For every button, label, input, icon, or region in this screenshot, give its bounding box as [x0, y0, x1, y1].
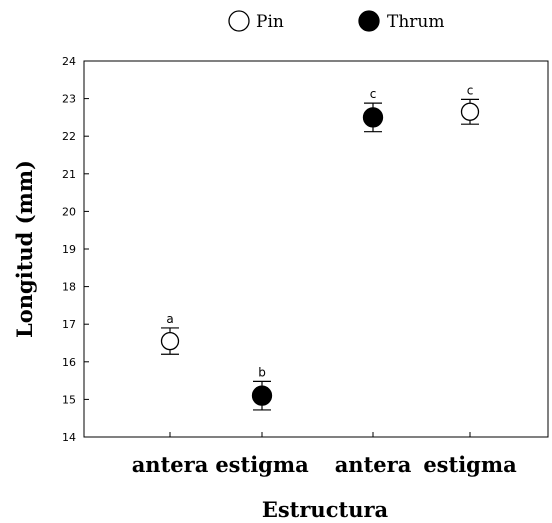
y-tick-label: 16	[62, 356, 76, 369]
legend-label: Pin	[256, 12, 284, 32]
data-marker	[460, 102, 480, 121]
x-axis-title: Estructura	[262, 497, 389, 522]
significance-label: a	[166, 312, 173, 326]
data-marker	[362, 107, 384, 128]
data-point-pin: a	[160, 312, 180, 355]
x-tick-label: estigma	[423, 452, 517, 477]
legend-item-thrum: Thrum	[358, 10, 444, 32]
y-tick-label: 15	[62, 393, 76, 406]
y-tick-label: 21	[62, 168, 76, 181]
y-tick-label: 23	[62, 93, 76, 106]
x-tick-label: estigma	[215, 452, 309, 477]
legend-item-pin: Pin	[228, 10, 284, 32]
plot-border	[83, 60, 549, 438]
data-marker	[251, 385, 273, 406]
y-tick-label: 24	[62, 55, 76, 68]
legend-marker	[358, 10, 380, 32]
plot-frame	[83, 60, 549, 438]
y-tick-label: 17	[62, 318, 76, 331]
data-markers: a c b c	[160, 83, 480, 411]
legend-label: Thrum	[387, 12, 444, 32]
significance-label: b	[258, 365, 266, 379]
y-tick-label: 20	[62, 205, 76, 218]
y-tick-label: 18	[62, 281, 76, 294]
legend-marker	[228, 10, 250, 32]
y-tick-label: 19	[62, 243, 76, 256]
data-point-thrum: c	[362, 87, 384, 133]
data-marker	[160, 331, 180, 351]
y-tick-label: 22	[62, 130, 76, 143]
x-tick-label: antera	[132, 452, 209, 477]
y-tick-label: 14	[62, 431, 76, 444]
x-axis-ticks: antera estigma antera estigma	[132, 432, 517, 477]
legend: Pin Thrum	[228, 10, 444, 32]
y-axis-title: Longitud (mm)	[12, 160, 37, 338]
y-axis-ticks: 14 15 16 17 18 19 20 21 22 23 24	[62, 55, 89, 444]
x-tick-label: antera	[335, 452, 412, 477]
data-point-pin: c	[460, 83, 480, 125]
data-point-thrum: b	[251, 365, 273, 411]
significance-label: c	[467, 83, 474, 97]
significance-label: c	[370, 87, 377, 101]
